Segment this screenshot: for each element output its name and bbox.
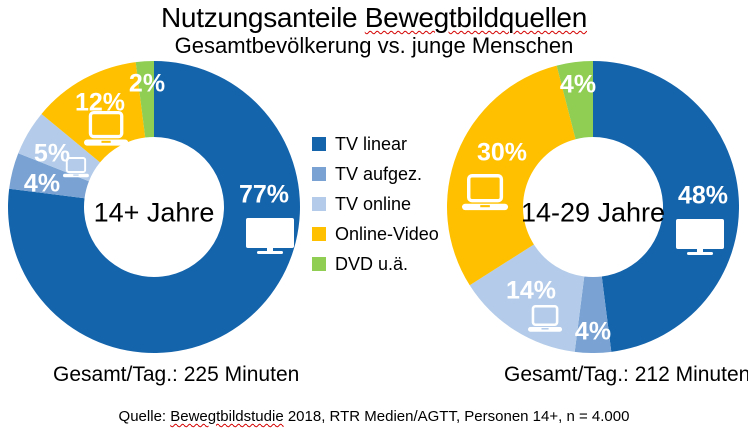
slice-label: 4% (559, 70, 597, 99)
legend-item: TV online (312, 189, 439, 219)
donut-slice-tv-aufgez-: TV aufgez.: 4% (574, 276, 612, 353)
tv-icon (246, 218, 294, 254)
slice-label: 77% (238, 180, 290, 209)
donut-center-label-14-29: 14-29 Jahre (520, 197, 666, 228)
legend-label: TV aufgez. (335, 163, 423, 184)
source-line: Quelle: Bewegtbildstudie 2018, RTR Medie… (0, 408, 748, 425)
donut-svg-14-29: TV linear: 48%TV aufgez.: 4%TV online: 1… (447, 61, 739, 353)
donut-svg-14plus: TV linear: 77%TV aufgez.: 4%TV online: 5… (8, 61, 300, 353)
legend-color-swatch (312, 257, 326, 271)
donut-center-label-14plus: 14+ Jahre (93, 197, 215, 228)
legend-color-swatch (312, 227, 326, 241)
slice-label: 14% (505, 276, 557, 305)
legend-label: TV online (335, 193, 412, 214)
donut-slice-dvd-u-: DVD u.ä.: 2% (135, 61, 154, 138)
page-subtitle: Gesamtbevölkerung vs. junge Menschen (174, 33, 574, 58)
source-suffix: 2018, RTR Medien/AGTT, Personen 14+, n =… (283, 408, 630, 425)
laptop-icon (84, 110, 129, 146)
legend-item: Online-Video (312, 219, 439, 249)
legend-label: DVD u.ä. (335, 253, 409, 274)
source-prefix: Quelle: (118, 408, 171, 425)
slice-label: 4% (23, 169, 61, 198)
legend-color-swatch (312, 137, 326, 151)
title-text: Nutzungsanteile (161, 2, 365, 33)
source-text-spellchecked: Bewegtbildstudie (170, 408, 284, 425)
donut-slice-tv-linear: TV linear: 48% (593, 61, 739, 352)
slice-label: 2% (128, 69, 166, 98)
slice-label: 30% (476, 138, 528, 167)
donut-slice-online-video: Online-Video: 30% (447, 65, 576, 286)
donut-slice-dvd-u-: DVD u.ä.: 4% (556, 61, 593, 140)
donut-slice-tv-online: TV online: 5% (18, 113, 101, 182)
laptop-icon (462, 173, 509, 211)
page-title: Nutzungsanteile Bewegtbildquellen (0, 2, 748, 34)
legend-item: TV aufgez. (312, 159, 439, 189)
slice-label: 48% (677, 181, 729, 210)
laptop-icon (63, 156, 89, 178)
legend-item: DVD u.ä. (312, 249, 439, 279)
slice-label: 4% (574, 317, 612, 346)
legend-label: TV linear (335, 133, 408, 154)
laptop-icon (528, 304, 563, 332)
tv-icon (676, 219, 724, 255)
legend-color-swatch (312, 197, 326, 211)
total-label-14plus: Gesamt/Tag.: 225 Minuten (53, 363, 300, 386)
donut-chart-14-29: TV linear: 48%TV aufgez.: 4%TV online: 1… (447, 61, 739, 353)
donut-slice-tv-linear: TV linear: 77% (8, 61, 300, 353)
legend-color-swatch (312, 167, 326, 181)
donut-chart-14plus: TV linear: 77%TV aufgez.: 4%TV online: 5… (8, 61, 300, 353)
slice-label: 5% (33, 139, 71, 168)
legend: TV linear TV aufgez. TV online Online-Video… (312, 129, 439, 279)
donut-slice-tv-aufgez-: TV aufgez.: 4% (9, 153, 89, 199)
legend-label: Online-Video (335, 223, 439, 244)
legend-item: TV linear (312, 129, 439, 159)
title-text-spellchecked: Bewegtbildquellen (364, 2, 587, 33)
slice-label: 12% (74, 88, 126, 117)
total-label-14-29: Gesamt/Tag.: 212 Minuten (504, 363, 748, 386)
